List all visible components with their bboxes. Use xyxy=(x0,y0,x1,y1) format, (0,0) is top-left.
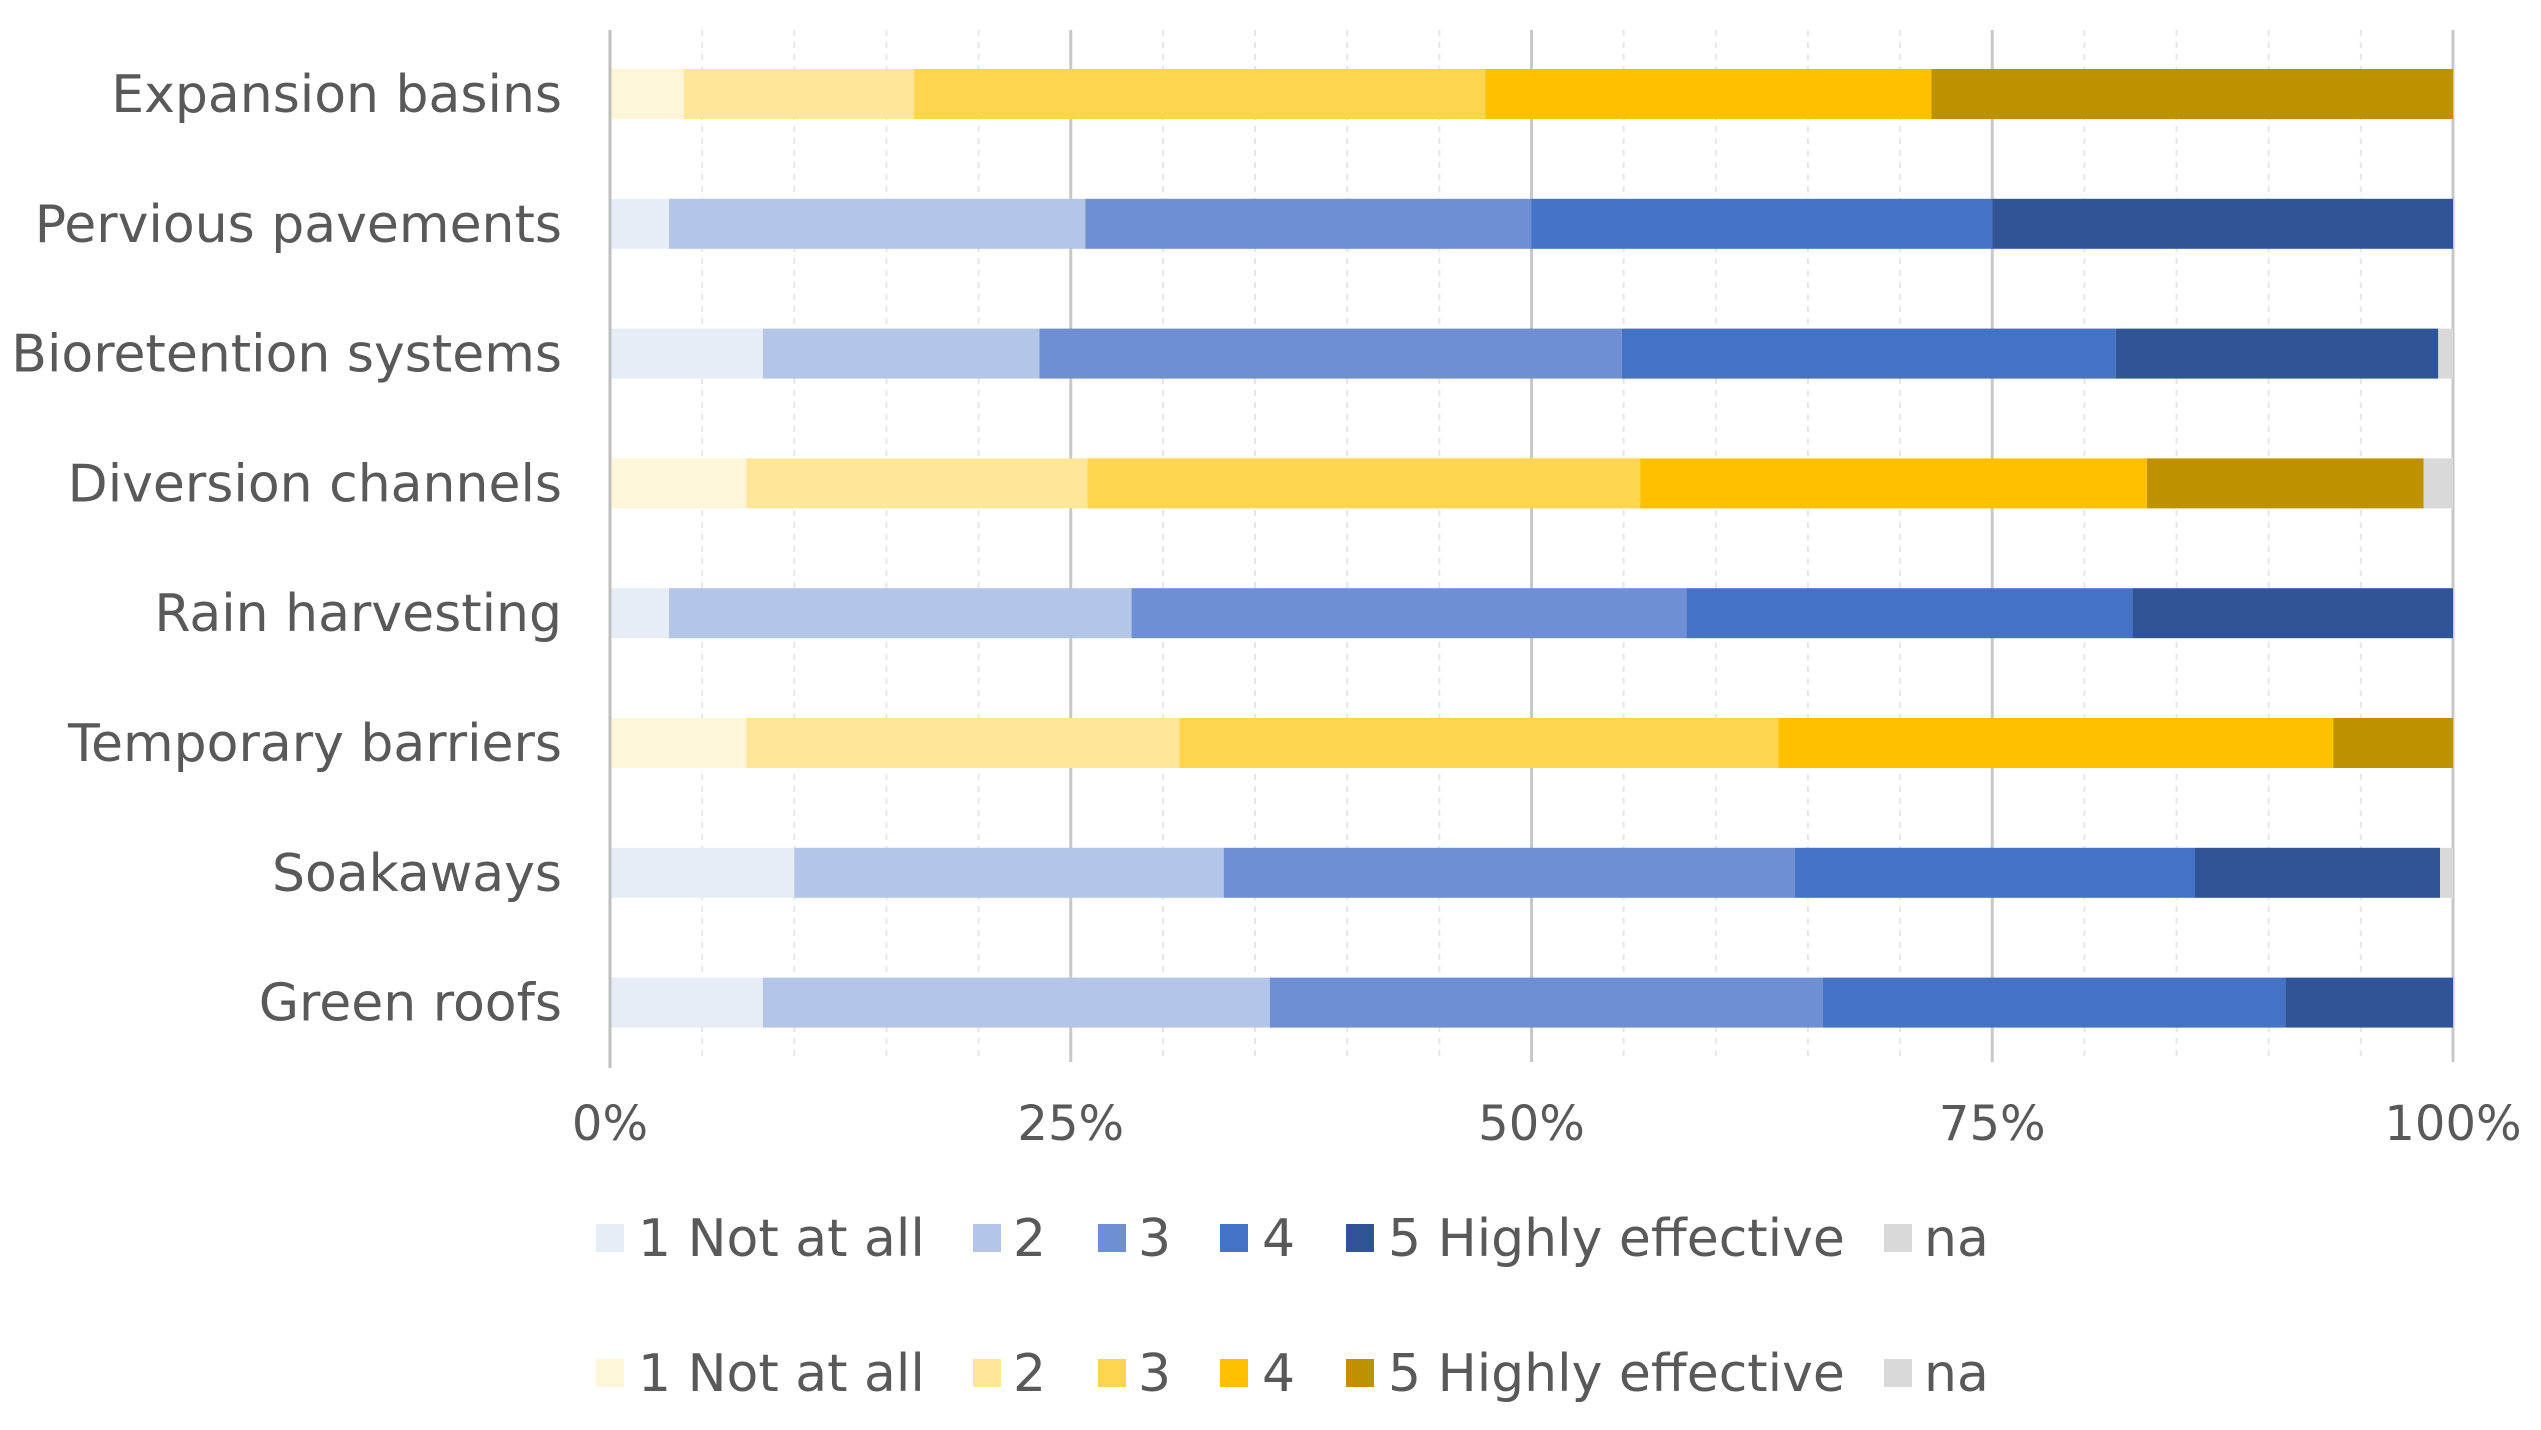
bar-segment xyxy=(1621,328,2116,379)
legend-label: 3 xyxy=(1138,1209,1171,1269)
bar-segment xyxy=(746,458,1088,509)
legend-label: 3 xyxy=(1138,1344,1171,1404)
bar-segment xyxy=(1269,977,1823,1028)
bar-row xyxy=(610,847,2453,898)
legend-label: na xyxy=(1924,1209,1989,1269)
bar-segment xyxy=(1131,588,1687,639)
bar-segment xyxy=(683,69,915,119)
bar-segment xyxy=(610,458,747,509)
bar-segment xyxy=(1223,847,1796,898)
bar-segment xyxy=(1640,458,2148,509)
bar-segment xyxy=(2333,718,2453,768)
legend-swatch xyxy=(1220,1224,1248,1252)
bar-row xyxy=(610,458,2453,509)
bar-segment xyxy=(610,847,795,898)
legend-label: 5 Highly effective xyxy=(1388,1209,1845,1269)
legend-label: na xyxy=(1924,1344,1989,1404)
x-tick-label: 75% xyxy=(1939,1096,2046,1152)
legend: 1 Not at all 2 3 4 5 Highly effective na1 Not… xyxy=(596,1209,1989,1404)
legend-swatch xyxy=(1098,1224,1126,1252)
bar-row xyxy=(610,588,2453,639)
bar-segment xyxy=(914,69,1486,119)
category-label: Green roofs xyxy=(259,974,562,1034)
category-label: Rain harvesting xyxy=(154,584,562,644)
bar-segment xyxy=(2285,977,2453,1028)
legend-group: 1 Not at all 2 3 4 5 Highly effective na xyxy=(596,1344,1989,1404)
x-tick-label: 0% xyxy=(572,1096,648,1152)
bar-segment xyxy=(2194,847,2441,898)
value-axis: 0% 25% 50% 75% 100% xyxy=(572,30,2522,1152)
bar-segment xyxy=(2115,328,2439,379)
legend-swatch xyxy=(1346,1224,1374,1252)
bar-segment xyxy=(668,588,1132,639)
bar-segment xyxy=(794,847,1224,898)
bar-segment xyxy=(2440,847,2453,898)
bar-segment xyxy=(1485,69,1932,119)
x-tick-label: 50% xyxy=(1478,1096,1585,1152)
bar-segment xyxy=(610,69,684,119)
legend-swatch xyxy=(973,1224,1001,1252)
bar-row xyxy=(610,328,2453,379)
bar-segment xyxy=(2132,588,2453,639)
legend-swatch xyxy=(1884,1224,1912,1252)
bar-row xyxy=(610,198,2453,249)
category-label: Pervious pavements xyxy=(35,195,562,255)
bar-segment xyxy=(1795,847,2195,898)
category-label: Soakaways xyxy=(272,844,562,904)
gridlines xyxy=(608,30,2455,1062)
legend-label: 4 xyxy=(1262,1344,1295,1404)
bar-series xyxy=(610,69,2453,1028)
bar-segment xyxy=(610,328,763,379)
legend-label: 2 xyxy=(1013,1344,1046,1404)
bar-segment xyxy=(1039,328,1622,379)
bar-segment xyxy=(610,198,669,249)
bar-segment xyxy=(1531,198,1993,249)
bar-segment xyxy=(1085,198,1532,249)
bar-segment xyxy=(746,718,1180,768)
legend-swatch xyxy=(1098,1359,1126,1387)
bar-row xyxy=(610,977,2453,1028)
legend-swatch xyxy=(596,1224,624,1252)
bar-segment xyxy=(762,977,1270,1028)
legend-swatch xyxy=(1884,1359,1912,1387)
x-tick-label: 100% xyxy=(2384,1096,2521,1152)
legend-swatch xyxy=(596,1359,624,1387)
bar-segment xyxy=(1992,198,2453,249)
legend-swatch xyxy=(1220,1359,1248,1387)
category-label: Bioretention systems xyxy=(11,325,562,385)
bar-segment xyxy=(1087,458,1641,509)
bar-segment xyxy=(2147,458,2424,509)
bar-segment xyxy=(668,198,1086,249)
bar-segment xyxy=(762,328,1040,379)
legend-group: 1 Not at all 2 3 4 5 Highly effective na xyxy=(596,1209,1989,1269)
legend-swatch xyxy=(973,1359,1001,1387)
legend-swatch xyxy=(1346,1359,1374,1387)
bar-row xyxy=(610,718,2453,768)
bar-segment xyxy=(2423,458,2453,509)
bar-segment xyxy=(1686,588,2133,639)
category-label: Temporary barriers xyxy=(67,714,562,774)
bar-segment xyxy=(2438,328,2453,379)
bar-segment xyxy=(1179,718,1779,768)
category-label: Diversion channels xyxy=(68,454,562,514)
category-label: Expansion basins xyxy=(111,65,562,125)
legend-label: 1 Not at all xyxy=(638,1209,925,1269)
legend-label: 5 Highly effective xyxy=(1388,1344,1845,1404)
legend-label: 1 Not at all xyxy=(638,1344,925,1404)
legend-label: 4 xyxy=(1262,1209,1295,1269)
bar-segment xyxy=(610,977,763,1028)
category-axis: Expansion basins Pervious pavements Bioret… xyxy=(11,65,562,1034)
x-tick-label: 25% xyxy=(1017,1096,1124,1152)
bar-segment xyxy=(610,718,747,768)
bar-segment xyxy=(610,588,669,639)
bar-segment xyxy=(1822,977,2286,1028)
bar-segment xyxy=(1931,69,2453,119)
bar-row xyxy=(610,69,2453,119)
bar-segment xyxy=(1778,718,2334,768)
legend-label: 2 xyxy=(1013,1209,1046,1269)
